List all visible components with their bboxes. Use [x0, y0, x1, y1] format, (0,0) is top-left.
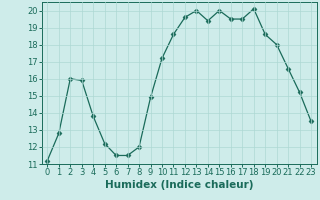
X-axis label: Humidex (Indice chaleur): Humidex (Indice chaleur) — [105, 180, 253, 190]
